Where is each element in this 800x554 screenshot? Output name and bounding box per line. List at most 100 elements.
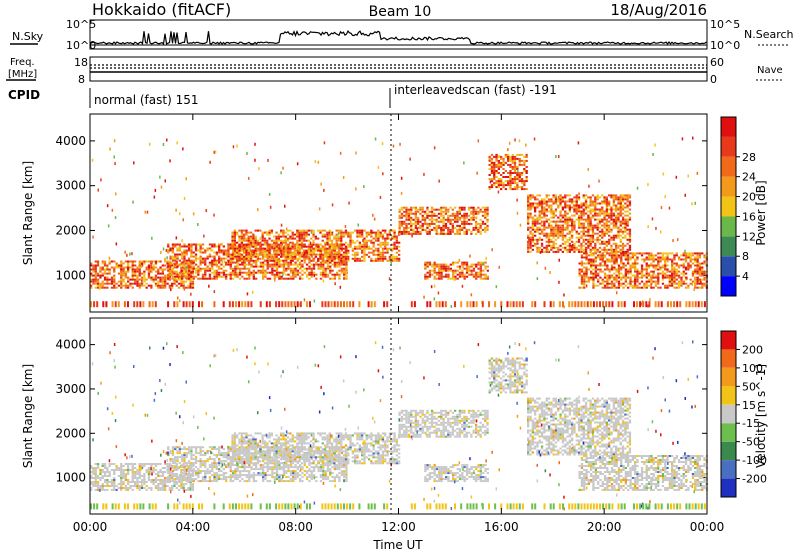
power-echo-cell	[174, 255, 177, 258]
velocity-echo-cell	[90, 467, 93, 469]
power-echo-cell	[671, 264, 674, 267]
power-echo-cell	[206, 265, 209, 268]
power-speckle	[150, 260, 152, 264]
power-echo-cell	[584, 248, 588, 251]
power-echo-cell	[154, 260, 158, 263]
power-echo-cell	[113, 282, 116, 285]
power-echo-cell	[328, 245, 331, 248]
power-echo-cell	[657, 276, 660, 279]
power-echo-cell	[164, 282, 167, 285]
power-echo-cell	[103, 278, 107, 281]
power-echo-cell	[673, 276, 676, 279]
power-echo-cell	[493, 184, 496, 187]
power-echo-cell	[518, 159, 521, 162]
power-echo-cell	[568, 246, 571, 249]
power-echo-cell	[384, 237, 387, 240]
power-echo-cell	[437, 212, 441, 215]
power-echo-cell	[597, 268, 600, 271]
power-echo-cell	[363, 253, 366, 256]
power-speckle	[210, 248, 212, 252]
power-echo-cell	[347, 245, 350, 248]
power-echo-cell	[454, 275, 457, 278]
power-echo-cell	[215, 245, 218, 248]
power-echo-cell	[545, 214, 548, 217]
power-echo-cell	[461, 275, 464, 278]
power-echo-cell	[486, 277, 489, 280]
power-echo-cell	[307, 229, 310, 232]
power-echo-cell	[564, 248, 567, 251]
power-echo-cell	[176, 253, 179, 256]
power-echo-cell	[108, 270, 111, 273]
power-echo-cell	[559, 234, 562, 237]
velocity-echo-cell	[113, 488, 116, 491]
power-echo-cell	[458, 230, 461, 233]
power-echo-cell	[527, 228, 530, 231]
power-echo-cell	[629, 258, 632, 261]
power-echo-cell	[566, 232, 569, 235]
power-echo-cell	[584, 234, 588, 237]
power-echo-cell	[463, 220, 466, 223]
power-echo-cell	[547, 244, 551, 247]
power-echo-cell	[388, 237, 391, 240]
power-echo-cell	[573, 246, 576, 249]
power-echo-cell	[545, 244, 548, 247]
power-echo-cell	[384, 257, 387, 260]
velocity-echo-cell	[136, 481, 139, 483]
power-echo-cell	[266, 265, 269, 268]
power-echo-cell	[340, 237, 343, 240]
power-echo-cell	[323, 247, 327, 250]
power-echo-cell	[650, 282, 653, 285]
power-echo-cell	[178, 243, 181, 246]
power-echo-cell	[601, 252, 604, 255]
power-echo-cell	[578, 262, 581, 265]
power-echo-cell	[90, 262, 93, 265]
power-echo-cell	[577, 214, 581, 217]
power-echo-cell	[181, 255, 184, 258]
power-echo-cell	[231, 247, 234, 250]
power-echo-cell	[452, 277, 455, 280]
power-echo-cell	[310, 243, 313, 246]
power-echo-cell	[465, 265, 469, 268]
power-echo-cell	[271, 267, 274, 270]
power-echo-cell	[174, 257, 177, 260]
power-echo-cell	[529, 244, 532, 247]
power-echo-cell	[430, 222, 434, 225]
power-echo-cell	[659, 256, 662, 259]
power-echo-cell	[245, 263, 249, 266]
power-echo-cell	[561, 226, 564, 229]
power-echo-cell	[356, 247, 359, 250]
power-echo-cell	[134, 280, 137, 283]
power-echo-cell	[424, 212, 427, 215]
power-echo-cell	[666, 252, 669, 255]
power-echo-cell	[280, 265, 283, 268]
power-echo-cell	[594, 204, 597, 207]
power-echo-cell	[159, 268, 162, 271]
power-echo-cell	[575, 230, 578, 233]
power-echo-cell	[591, 204, 595, 207]
power-echo-cell	[557, 230, 560, 233]
power-speckle	[169, 159, 171, 163]
power-echo-cell	[484, 275, 487, 278]
power-echo-cell	[187, 264, 190, 267]
power-echo-cell	[531, 240, 534, 243]
power-echo-cell	[243, 233, 246, 236]
power-echo-cell	[99, 284, 102, 287]
power-echo-cell	[488, 155, 491, 158]
power-near-range-cell	[241, 301, 244, 308]
power-echo-cell	[613, 266, 616, 269]
power-echo-cell	[701, 282, 704, 285]
power-echo-cell	[591, 234, 595, 237]
power-echo-cell	[263, 231, 267, 234]
power-echo-cell	[529, 196, 532, 199]
power-near-range-cell	[620, 301, 623, 308]
power-echo-cell	[147, 284, 151, 287]
power-echo-cell	[301, 265, 304, 268]
power-echo-cell	[240, 239, 243, 242]
velocity-echo-cell	[103, 485, 107, 487]
power-echo-cell	[577, 236, 581, 239]
power-echo-cell	[343, 267, 346, 270]
power-echo-cell	[673, 286, 676, 289]
power-echo-cell	[470, 210, 473, 213]
power-echo-cell	[626, 196, 629, 199]
power-near-range-cell	[571, 301, 574, 308]
